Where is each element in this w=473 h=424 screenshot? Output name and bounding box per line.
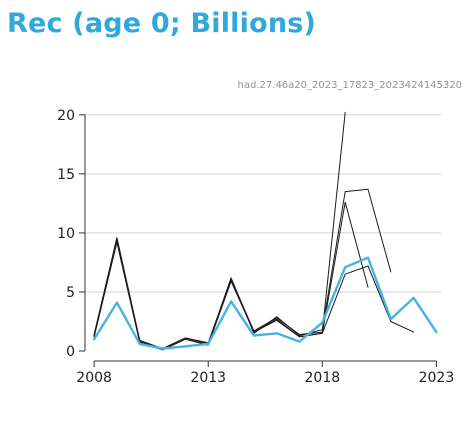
x-tick-label: 2013 <box>190 370 226 386</box>
x-tick-label: 2008 <box>76 370 112 386</box>
chart-panel: had.27.46a20_2023_17823_2023424145320 0 5… <box>0 70 466 396</box>
series-layer <box>92 111 438 351</box>
x-tick-label: 2023 <box>419 370 455 386</box>
y-tick-label: 10 <box>57 226 75 242</box>
y-tick-label: 5 <box>66 285 75 301</box>
recruitment-chart: had.27.46a20_2023_17823_2023424145320 0 5… <box>57 80 462 386</box>
run-id-label: had.27.46a20_2023_17823_2023424145320 <box>238 80 462 91</box>
y-tick-label: 20 <box>57 108 75 124</box>
grid-layer <box>85 114 441 293</box>
series-line-peel-4 <box>93 111 346 350</box>
series-line-current <box>92 256 438 350</box>
y-tick-label: 0 <box>66 344 75 360</box>
y-tick-label: 15 <box>57 167 75 183</box>
series-line-peel-3 <box>93 201 369 351</box>
axis-layer: 0 5 10 15 20 2008 2013 2018 2023 <box>57 108 454 386</box>
chart-title: Rec (age 0; Billions) <box>7 8 317 39</box>
series-line-peel-2 <box>93 188 392 350</box>
x-tick-label: 2018 <box>305 370 341 386</box>
